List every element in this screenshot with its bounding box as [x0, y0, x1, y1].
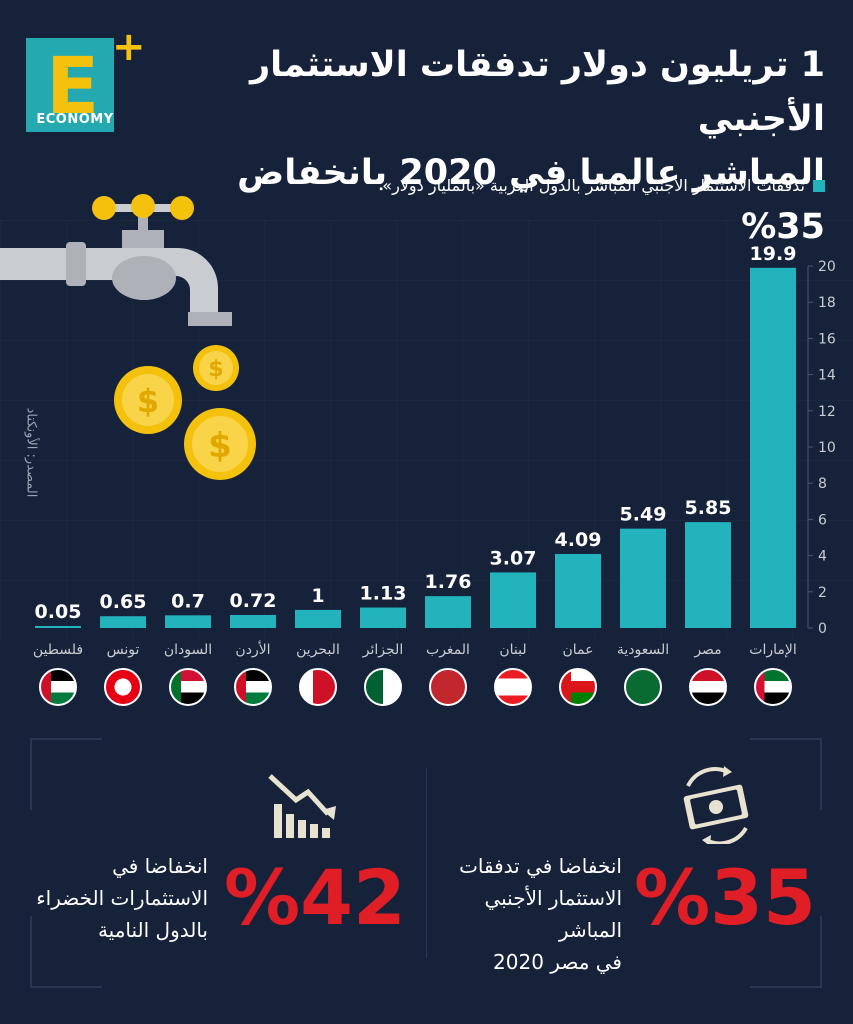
flag-lebanon	[494, 668, 532, 706]
title-line-1: 1 تريليون دولار تدفقات الاستثمار الأجنبي	[249, 45, 825, 139]
y-tick-label: 20	[818, 259, 836, 275]
stat-green-line: الاستثمارات الخضراء	[36, 886, 208, 910]
stat-green-line: انخفاضا في	[112, 854, 208, 878]
logo-letter: E	[46, 42, 100, 132]
bar-9	[165, 615, 211, 628]
bar-value-label: 1.13	[360, 583, 407, 605]
legend-swatch	[813, 179, 825, 192]
fdi-bar-chart: 19.9 الإمارات 5.85 مصر 5.49 السعودية 4.09 عمان 3…	[33, 243, 836, 658]
flag-algeria	[364, 668, 402, 706]
logo-plus: +	[112, 24, 146, 70]
panel-corner	[30, 916, 102, 988]
bar-5	[425, 596, 471, 628]
category-label: السعودية	[617, 642, 669, 658]
bar-value-label: 0.7	[171, 590, 205, 612]
title-line-2: المباشر عالميا في 2020 بانخفاض 35%	[237, 153, 825, 247]
logo-word: ECONOMY	[36, 112, 114, 127]
declining-chart-icon	[268, 774, 336, 838]
panel-divider	[426, 768, 427, 958]
category-label: السودان	[164, 642, 212, 658]
stat-egypt-line: الاستثمار الأجنبي المباشر	[484, 886, 622, 942]
bar-7	[295, 609, 341, 628]
logo-square	[26, 38, 114, 132]
bar-value-label: 0.72	[230, 590, 277, 612]
money-cycle-icon	[683, 766, 749, 844]
bar-8	[230, 614, 276, 628]
bar-3	[555, 553, 601, 628]
y-tick-label: 4	[818, 549, 827, 565]
flag-morocco	[429, 668, 467, 706]
chart-legend: تدفقات الاستثمار الأجنبي المباشر بالدول …	[382, 176, 825, 195]
stats-panel: %35 انخفاضا في تدفقات الاستثمار الأجنبي …	[30, 738, 822, 988]
bar-2	[620, 528, 666, 628]
flag-palestine	[39, 668, 77, 706]
category-label: فلسطين	[33, 642, 83, 658]
stat-green-line: بالدول النامية	[97, 918, 208, 942]
bar-value-label: 4.09	[555, 529, 602, 551]
y-tick-label: 14	[818, 368, 836, 384]
y-tick-label: 12	[818, 404, 836, 420]
y-tick-label: 8	[818, 476, 827, 492]
stat-egypt-text: انخفاضا في تدفقات الاستثمار الأجنبي المب…	[422, 850, 622, 978]
flag-bahrain	[299, 668, 337, 706]
bar-value-label: 1	[311, 585, 324, 607]
flag-uae	[754, 668, 792, 706]
category-label: لبنان	[499, 642, 526, 658]
category-label: الإمارات	[749, 642, 796, 658]
page-title: 1 تريليون دولار تدفقات الاستثمار الأجنبي…	[185, 38, 825, 254]
flag-jordan	[234, 668, 272, 706]
flag-egypt	[689, 668, 727, 706]
category-label: الأردن	[235, 640, 270, 658]
stat-green-value: %42	[224, 853, 406, 942]
bar-value-label: 3.07	[490, 547, 537, 569]
category-label: عمان	[563, 642, 594, 658]
y-tick-label: 0	[818, 621, 827, 637]
bar-10	[100, 616, 146, 628]
y-tick-label: 18	[818, 295, 836, 311]
category-label: البحرين	[296, 642, 340, 658]
bar-6	[360, 607, 406, 628]
stat-egypt-value: %35	[634, 853, 816, 942]
stat-green-text: انخفاضا في الاستثمارات الخضراء بالدول ال…	[0, 850, 208, 946]
category-label: المغرب	[426, 642, 470, 658]
bar-value-label: 0.65	[100, 591, 147, 613]
coin-icon: $	[114, 366, 182, 434]
coin-icon: $	[193, 345, 239, 391]
stat-egypt-line: انخفاضا في تدفقات	[459, 854, 622, 878]
coin-icon: $	[184, 408, 256, 480]
bar-0	[750, 267, 796, 628]
svg-text:$: $	[208, 357, 223, 382]
bar-value-label: 0.05	[35, 601, 82, 623]
category-label: تونس	[107, 642, 140, 658]
flag-sudan	[169, 668, 207, 706]
y-tick-label: 10	[818, 440, 836, 456]
faucet-icon	[0, 194, 232, 326]
bar-value-label: 19.9	[750, 243, 797, 265]
faucet-illustration: $ $ $	[0, 194, 256, 480]
category-label: الجزائر	[362, 642, 403, 658]
bar-11	[35, 626, 81, 628]
y-tick-label: 6	[818, 512, 827, 528]
bars-group: 19.9 الإمارات 5.85 مصر 5.49 السعودية 4.09 عمان 3…	[33, 243, 797, 658]
legend-label: تدفقات الاستثمار الأجنبي المباشر بالدول …	[382, 176, 805, 195]
panel-corner	[750, 916, 822, 988]
stat-egypt-line: في مصر 2020	[493, 950, 622, 974]
flag-saudi	[624, 668, 662, 706]
svg-text:$: $	[208, 426, 232, 466]
y-tick-label: 2	[818, 585, 827, 601]
flag-tunisia	[104, 668, 142, 706]
y-axis: 0 2 4 6 8 10 12 14 16 18 20	[807, 259, 836, 637]
bar-value-label: 5.85	[685, 497, 732, 519]
flag-oman	[559, 668, 597, 706]
y-tick-label: 16	[818, 331, 836, 347]
bar-1	[685, 522, 731, 628]
svg-text:$: $	[137, 382, 159, 420]
bar-value-label: 5.49	[620, 504, 667, 526]
bar-4	[490, 572, 536, 628]
category-label: مصر	[693, 642, 721, 658]
economy-logo: E + ECONOMY	[20, 24, 146, 138]
bar-value-label: 1.76	[425, 571, 472, 593]
panel-corner	[750, 738, 822, 810]
panel-corner	[30, 738, 102, 810]
